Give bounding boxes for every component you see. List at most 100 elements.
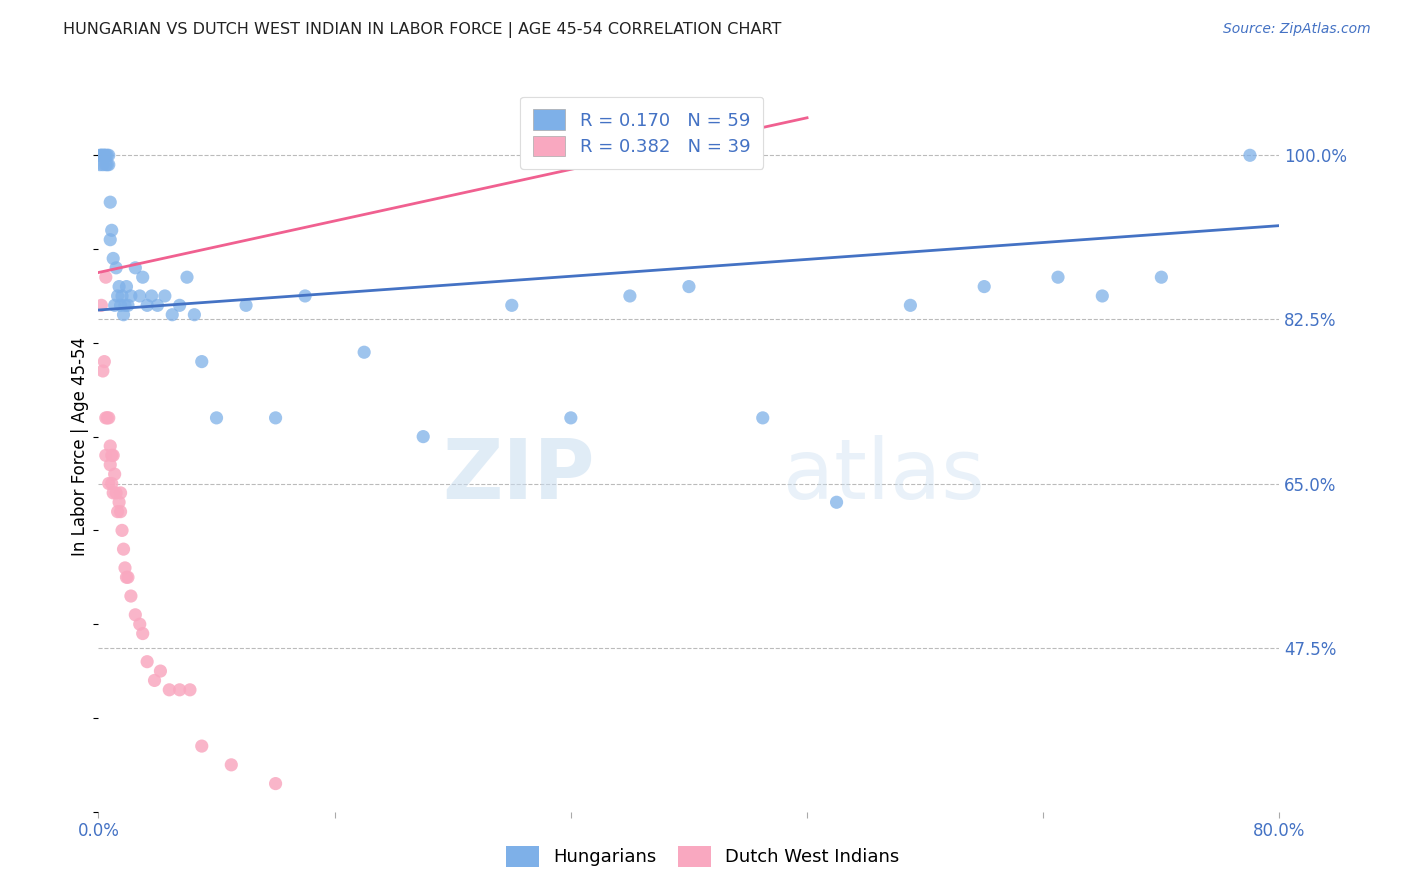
Point xyxy=(124,607,146,622)
Point xyxy=(96,410,118,425)
Point xyxy=(143,673,166,688)
Legend: R = 0.170   N = 59, R = 0.382   N = 39: R = 0.170 N = 59, R = 0.382 N = 39 xyxy=(520,96,763,169)
Point xyxy=(1046,270,1070,285)
Point xyxy=(107,505,129,519)
Point xyxy=(91,364,114,378)
Point xyxy=(141,289,163,303)
Point xyxy=(114,298,136,312)
Point xyxy=(94,148,117,162)
Point xyxy=(111,289,134,303)
Point xyxy=(94,449,117,463)
Point xyxy=(93,148,115,162)
Point xyxy=(162,308,183,322)
Point xyxy=(149,664,172,678)
Point xyxy=(105,260,128,275)
Point xyxy=(97,410,120,425)
Point xyxy=(678,279,700,293)
Point xyxy=(105,486,128,500)
Point xyxy=(112,542,135,557)
Point xyxy=(97,476,120,491)
Point xyxy=(264,410,287,425)
Point xyxy=(117,570,139,584)
Point xyxy=(179,682,201,697)
Point xyxy=(115,279,138,293)
Point xyxy=(146,298,169,312)
Point xyxy=(264,776,287,790)
Y-axis label: In Labor Force | Age 45-54: In Labor Force | Age 45-54 xyxy=(70,336,89,556)
Point xyxy=(120,589,142,603)
Point xyxy=(96,148,118,162)
Point xyxy=(1091,289,1114,303)
Point xyxy=(501,298,523,312)
Point xyxy=(90,148,112,162)
Point xyxy=(91,148,114,162)
Point xyxy=(117,298,139,312)
Point xyxy=(103,449,125,463)
Point xyxy=(1239,148,1261,162)
Point xyxy=(169,298,191,312)
Point xyxy=(89,148,111,162)
Point xyxy=(120,289,142,303)
Point xyxy=(825,495,848,509)
Point xyxy=(107,289,129,303)
Text: HUNGARIAN VS DUTCH WEST INDIAN IN LABOR FORCE | AGE 45-54 CORRELATION CHART: HUNGARIAN VS DUTCH WEST INDIAN IN LABOR … xyxy=(63,22,782,38)
Point xyxy=(619,289,641,303)
Point xyxy=(973,279,995,293)
Point xyxy=(93,354,115,368)
Point xyxy=(191,739,214,753)
Point xyxy=(90,298,112,312)
Point xyxy=(98,439,121,453)
Point xyxy=(1150,270,1173,285)
Point xyxy=(94,158,117,172)
Point xyxy=(94,270,117,285)
Point xyxy=(98,458,121,472)
Point xyxy=(169,682,191,697)
Point xyxy=(752,410,775,425)
Point xyxy=(104,467,127,482)
Point xyxy=(128,617,150,632)
Text: atlas: atlas xyxy=(783,434,986,516)
Point xyxy=(112,308,135,322)
Point xyxy=(353,345,375,359)
Point xyxy=(100,476,122,491)
Point xyxy=(114,561,136,575)
Point xyxy=(104,298,127,312)
Point xyxy=(132,270,155,285)
Point xyxy=(412,429,434,443)
Point xyxy=(191,354,214,368)
Point xyxy=(110,505,132,519)
Point xyxy=(294,289,316,303)
Point xyxy=(235,298,257,312)
Point xyxy=(124,260,146,275)
Point xyxy=(103,486,125,500)
Point xyxy=(90,148,112,162)
Point xyxy=(176,270,198,285)
Point xyxy=(108,279,131,293)
Point xyxy=(153,289,176,303)
Point xyxy=(136,298,159,312)
Point xyxy=(128,289,150,303)
Point xyxy=(108,495,131,509)
Point xyxy=(94,410,117,425)
Point xyxy=(93,148,115,162)
Point xyxy=(110,486,132,500)
Point xyxy=(103,252,125,266)
Point xyxy=(136,655,159,669)
Point xyxy=(183,308,205,322)
Point xyxy=(110,298,132,312)
Point xyxy=(97,148,120,162)
Point xyxy=(97,158,120,172)
Point xyxy=(91,158,114,172)
Point xyxy=(98,233,121,247)
Point xyxy=(115,570,138,584)
Legend: Hungarians, Dutch West Indians: Hungarians, Dutch West Indians xyxy=(499,838,907,874)
Text: ZIP: ZIP xyxy=(441,434,595,516)
Point xyxy=(205,410,228,425)
Point xyxy=(89,158,111,172)
Point xyxy=(111,524,134,538)
Point xyxy=(132,626,155,640)
Point xyxy=(100,449,122,463)
Text: Source: ZipAtlas.com: Source: ZipAtlas.com xyxy=(1223,22,1371,37)
Point xyxy=(221,757,243,772)
Point xyxy=(98,195,121,210)
